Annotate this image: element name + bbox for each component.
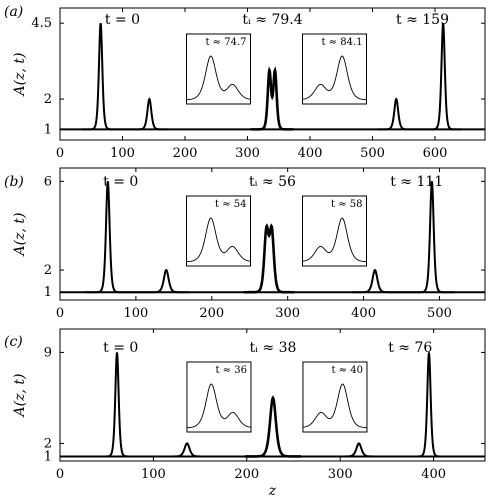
y-tick-label: 1 [44,449,52,464]
x-tick-label: 400 [421,467,446,482]
x-tick-label: 400 [298,146,323,161]
inset-1: t ≈ 36 [186,361,252,433]
x-tick-label: 400 [351,306,376,321]
y-axis-label: A(z, t) [12,53,28,98]
time-annotation: tᵢ ≈ 79.4 [242,12,302,28]
time-annotation: t = 0 [103,174,138,190]
y-axis-label: A(z, t) [12,374,28,419]
time-annotation: t = 0 [103,340,138,356]
panel-label: (c) [4,334,23,350]
time-annotation: tᵢ ≈ 38 [250,340,297,356]
y-tick-label: 2 [44,436,52,451]
x-tick-label: 300 [328,467,353,482]
inset-curve [186,217,251,263]
inset-label: t ≈ 84.1 [321,37,362,48]
x-tick-label: 500 [427,306,452,321]
inset-2: t ≈ 84.1 [302,33,367,105]
inset-2: t ≈ 40 [302,361,368,433]
plot-frame [59,328,486,462]
inset-label: t ≈ 74.7 [205,37,246,48]
series-curve-1 [81,23,169,131]
time-annotation: t ≈ 111 [390,174,443,190]
inset-2: t ≈ 58 [302,195,367,267]
inset-curve [302,55,367,101]
x-tick-label: 0 [56,146,64,161]
x-tick-label: 600 [423,146,448,161]
y-tick-label: 1 [44,122,52,137]
x-tick-label: 300 [235,146,260,161]
time-annotation: t = 0 [105,12,140,28]
x-tick-label: 500 [360,146,385,161]
y-tick-label: 2 [44,263,52,278]
time-annotation: t ≈ 159 [396,12,449,28]
x-tick-label: 100 [123,306,148,321]
series-curve-1 [85,181,190,294]
inset-curve [186,383,252,429]
chart-panel-3: 0 100 200 300 400 12 9 A(z, t) z (c) t = 0 tᵢ ≈ 38 t… [4,328,486,498]
series-curve-2 [244,395,301,458]
panel-label: (a) [4,4,23,20]
y-tick-label: 9 [44,345,52,360]
y-axis-label: A(z, t) [12,213,28,258]
inset-curve [302,383,367,429]
time-annotation: t ≈ 76 [388,340,432,356]
plot-frame [59,167,486,301]
series-curve-2 [250,66,294,131]
y-tick-label: 1 [44,285,52,300]
y-tick-label: 4.5 [31,16,52,31]
chart-panel-2: 0 100 200 300 400 500 1 2 6 A(z, t) (b) t = 0 tᵢ ≈ 5… [4,167,486,321]
y-tick-label: 2 [44,92,52,107]
x-tick-label: 0 [56,306,64,321]
x-tick-label: 300 [275,306,300,321]
plot-frame [59,7,486,141]
inset-1: t ≈ 74.7 [186,33,251,105]
x-tick-label: 100 [110,146,135,161]
x-tick-label: 200 [173,146,198,161]
inset-label: t ≈ 58 [331,199,362,210]
inset-curve [186,55,251,101]
time-annotation: tᵢ ≈ 56 [249,174,296,190]
inset-label: t ≈ 54 [215,199,246,210]
inset-curve [302,217,367,263]
y-tick-label: 6 [44,174,52,189]
panel-label: (b) [4,174,24,190]
x-tick-label: 200 [234,467,259,482]
x-axis-label: z [268,483,277,498]
x-tick-label: 100 [141,467,166,482]
inset-label: t ≈ 40 [331,365,362,376]
inset-1: t ≈ 54 [186,195,251,267]
inset-label: t ≈ 36 [215,365,246,376]
x-tick-label: 200 [199,306,224,321]
chart-panel-1: 0 100 200 300 400 500 600 1 2 4.5 A(z, t) (a) t = 0 t… [4,4,486,161]
x-tick-label: 0 [56,467,64,482]
series-curve-2 [243,223,295,294]
series-curve-3 [352,181,455,294]
series-curve-3 [377,23,462,131]
